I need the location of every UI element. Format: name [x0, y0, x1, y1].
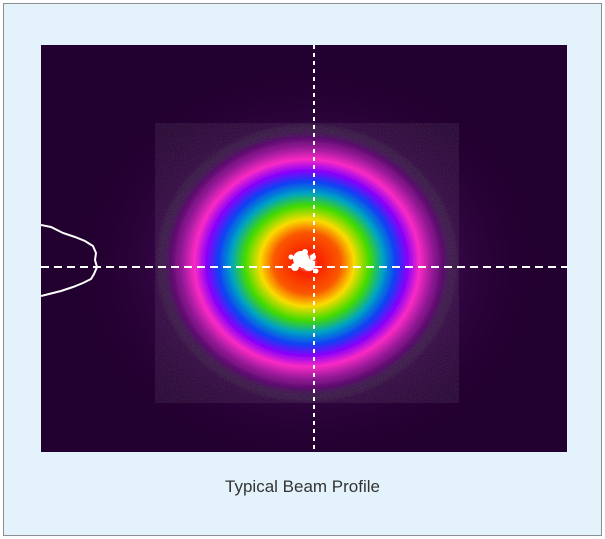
figure-caption: Typical Beam Profile [225, 477, 380, 496]
beam-intensity-map [41, 45, 567, 452]
beam-profile-panel: Typical Beam Profile [3, 3, 602, 536]
beam-profile-image [41, 45, 567, 452]
horizontal-intensity-trace [41, 224, 99, 297]
